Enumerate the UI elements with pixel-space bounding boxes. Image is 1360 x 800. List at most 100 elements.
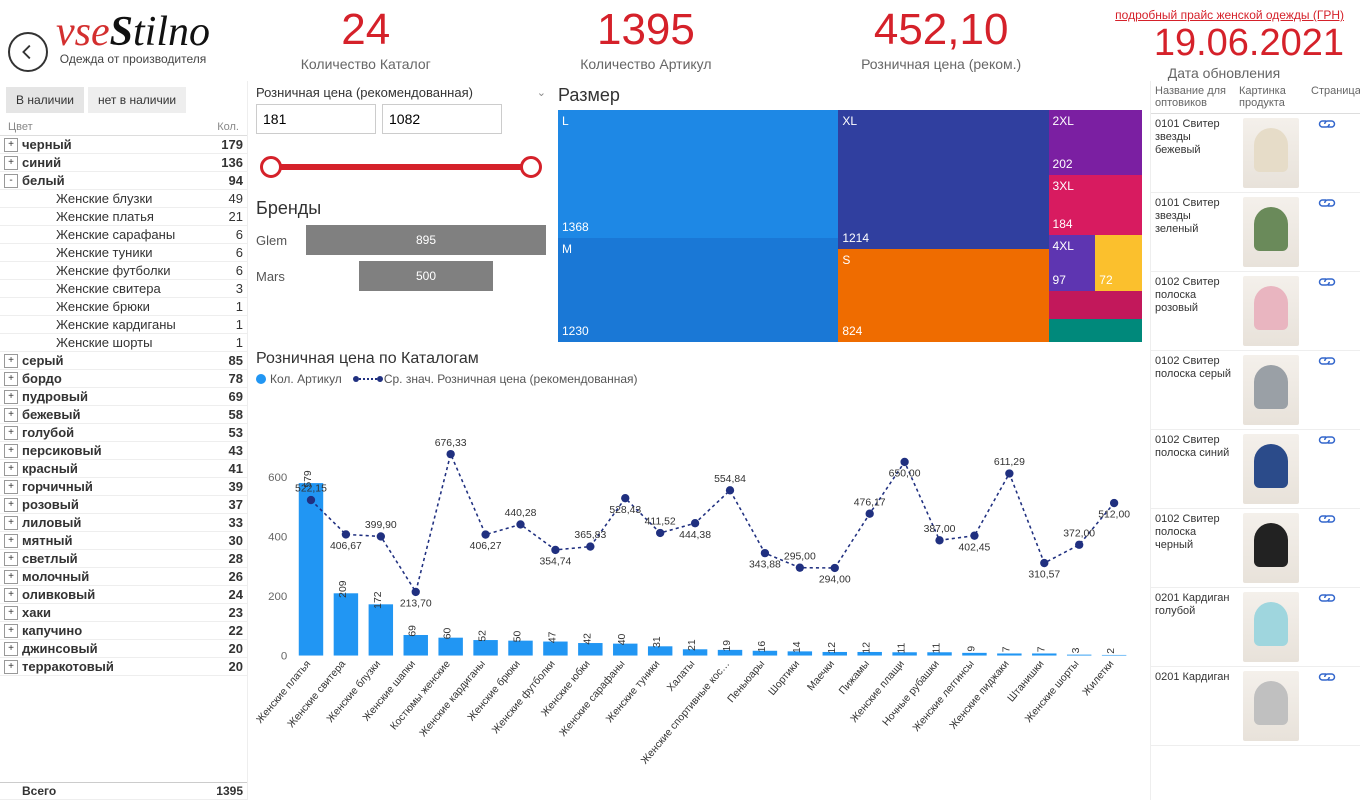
tree-toggle-icon[interactable]: +: [4, 588, 18, 602]
tree-row[interactable]: Женские свитера 3: [0, 280, 247, 298]
tree-row[interactable]: Женские брюки 1: [0, 298, 247, 316]
price-max-input[interactable]: [382, 104, 502, 134]
tree-count: 85: [203, 353, 243, 368]
tree-row[interactable]: +голубой 53: [0, 424, 247, 442]
tree-row[interactable]: +джинсовый 20: [0, 640, 247, 658]
tree-toggle-icon[interactable]: +: [4, 660, 18, 674]
tree-row[interactable]: Женские туники 6: [0, 244, 247, 262]
product-header-name: Название для оптовиков: [1151, 81, 1235, 113]
tree-toggle-icon[interactable]: +: [4, 462, 18, 476]
tree-row[interactable]: +терракотовый 20: [0, 658, 247, 676]
tree-row[interactable]: +хаки 23: [0, 604, 247, 622]
tree-toggle-icon[interactable]: +: [4, 642, 18, 656]
tree-row[interactable]: +синий 136: [0, 154, 247, 172]
tree-row[interactable]: +бордо 78: [0, 370, 247, 388]
treemap-cell[interactable]: 4XL97: [1049, 235, 1096, 291]
tree-toggle-icon[interactable]: +: [4, 606, 18, 620]
treemap-cell[interactable]: M1230: [558, 238, 838, 342]
size-treemap[interactable]: L1368M1230XL1214S824 2XL2023XL1844XL9772: [558, 110, 1142, 342]
product-link-icon[interactable]: [1307, 588, 1347, 666]
tree-row[interactable]: +розовый 37: [0, 496, 247, 514]
tree-row[interactable]: +капучино 22: [0, 622, 247, 640]
tree-row[interactable]: Женские платья 21: [0, 208, 247, 226]
treemap-cell[interactable]: 2XL202: [1049, 110, 1142, 175]
tab-out-of-stock[interactable]: нет в наличии: [88, 87, 186, 113]
slider-thumb-min[interactable]: [260, 156, 282, 178]
catalog-chart[interactable]: 0200400600579Женские платья209Женские св…: [256, 390, 1142, 796]
product-link-icon[interactable]: [1307, 509, 1347, 587]
tree-row[interactable]: -белый 94: [0, 172, 247, 190]
tree-toggle-icon[interactable]: +: [4, 390, 18, 404]
tree-toggle-icon[interactable]: +: [4, 498, 18, 512]
tree-row[interactable]: +лиловый 33: [0, 514, 247, 532]
tree-toggle-icon[interactable]: +: [4, 570, 18, 584]
tree-toggle-icon[interactable]: +: [4, 534, 18, 548]
treemap-cell[interactable]: [1049, 291, 1142, 319]
tree-toggle-icon[interactable]: +: [4, 408, 18, 422]
tree-row[interactable]: +бежевый 58: [0, 406, 247, 424]
product-name: 0102 Свитер полоска серый: [1151, 351, 1235, 429]
product-row[interactable]: 0101 Свитер звезды бежевый: [1151, 114, 1360, 193]
product-link-icon[interactable]: [1307, 430, 1347, 508]
tree-row[interactable]: +горчичный 39: [0, 478, 247, 496]
treemap-cell[interactable]: 3XL184: [1049, 175, 1142, 235]
product-link-icon[interactable]: [1307, 193, 1347, 271]
tree-row[interactable]: Женские футболки 6: [0, 262, 247, 280]
back-button[interactable]: [8, 32, 48, 72]
tab-in-stock[interactable]: В наличии: [6, 87, 84, 113]
product-link-icon[interactable]: [1307, 114, 1347, 192]
price-slider[interactable]: [256, 150, 546, 190]
tree-row[interactable]: Женские шорты 1: [0, 334, 247, 352]
tree-label: капучино: [22, 623, 203, 638]
tree-row[interactable]: +мятный 30: [0, 532, 247, 550]
treemap-cell[interactable]: XL1214: [838, 110, 1048, 249]
tree-toggle-icon[interactable]: +: [4, 516, 18, 530]
product-row[interactable]: 0102 Свитер полоска черный: [1151, 509, 1360, 588]
product-row[interactable]: 0102 Свитер полоска серый: [1151, 351, 1360, 430]
tree-toggle-icon[interactable]: +: [4, 156, 18, 170]
tree-row[interactable]: Женские сарафаны 6: [0, 226, 247, 244]
tree-label: лиловый: [22, 515, 203, 530]
svg-text:209: 209: [338, 580, 349, 598]
tree-toggle-icon[interactable]: -: [4, 174, 18, 188]
product-row[interactable]: 0201 Кардиган: [1151, 667, 1360, 746]
tree-toggle-icon[interactable]: +: [4, 426, 18, 440]
svg-text:Женские пиджаки: Женские пиджаки: [948, 659, 1012, 732]
tree-row[interactable]: +персиковый 43: [0, 442, 247, 460]
tree-row[interactable]: +пудровый 69: [0, 388, 247, 406]
product-row[interactable]: 0102 Свитер полоска розовый: [1151, 272, 1360, 351]
tree-toggle-icon[interactable]: +: [4, 480, 18, 494]
product-link-icon[interactable]: [1307, 272, 1347, 350]
tree-toggle-icon[interactable]: +: [4, 624, 18, 638]
treemap-cell[interactable]: L1368: [558, 110, 838, 238]
tree-row[interactable]: Женские блузки 49: [0, 190, 247, 208]
tree-toggle-icon[interactable]: +: [4, 552, 18, 566]
tree-toggle-icon[interactable]: +: [4, 372, 18, 386]
tree-row[interactable]: +светлый 28: [0, 550, 247, 568]
tree-row[interactable]: +серый 85: [0, 352, 247, 370]
tree-toggle-icon[interactable]: +: [4, 138, 18, 152]
svg-text:365,83: 365,83: [574, 530, 606, 541]
tree-toggle-icon[interactable]: +: [4, 444, 18, 458]
treemap-cell[interactable]: 72: [1095, 235, 1142, 291]
product-link-icon[interactable]: [1307, 351, 1347, 429]
treemap-cell[interactable]: [1049, 319, 1142, 342]
brand-row[interactable]: Glem 895: [256, 225, 546, 255]
product-row[interactable]: 0102 Свитер полоска синий: [1151, 430, 1360, 509]
tree-row[interactable]: Женские кардиганы 1: [0, 316, 247, 334]
product-row[interactable]: 0101 Свитер звезды зеленый: [1151, 193, 1360, 272]
product-link-icon[interactable]: [1307, 667, 1347, 745]
treemap-cell[interactable]: S824: [838, 249, 1048, 342]
product-row[interactable]: 0201 Кардиган голубой: [1151, 588, 1360, 667]
slider-thumb-max[interactable]: [520, 156, 542, 178]
tree-row[interactable]: +черный 179: [0, 136, 247, 154]
price-min-input[interactable]: [256, 104, 376, 134]
tree-row[interactable]: +молочный 26: [0, 568, 247, 586]
chevron-down-icon[interactable]: ⌄: [537, 86, 546, 99]
tree-row[interactable]: +оливковый 24: [0, 586, 247, 604]
tree-row[interactable]: +красный 41: [0, 460, 247, 478]
tree-toggle-icon[interactable]: +: [4, 354, 18, 368]
brand-row[interactable]: Mars 500: [256, 261, 546, 291]
tree-count: 1: [203, 299, 243, 314]
price-list-link[interactable]: подробный прайс женской одежды (ГРН): [1115, 8, 1344, 22]
